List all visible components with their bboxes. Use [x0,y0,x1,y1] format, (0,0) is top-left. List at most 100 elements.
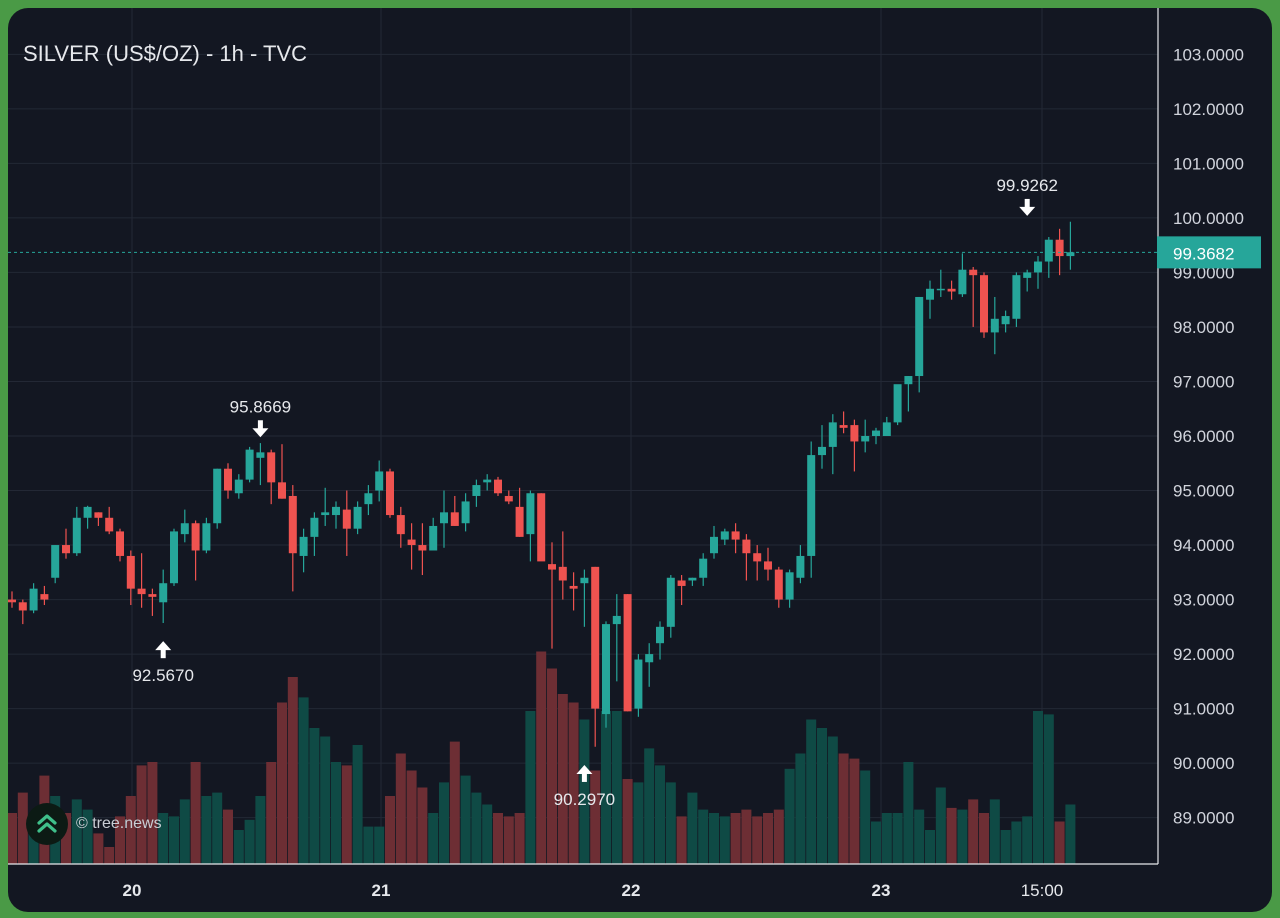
x-tick-label: 22 [622,881,641,900]
arrow-down-icon [1019,206,1036,216]
volume-bar [428,813,439,864]
y-tick-label: 96.0000 [1173,427,1234,446]
volume-bar [374,826,385,864]
volume-bar [320,736,331,864]
y-tick-label: 102.0000 [1173,100,1244,119]
volume-bar [341,765,352,864]
volume-bar [806,719,817,864]
annotation-label: 90.2970 [554,790,615,809]
volume-bar [169,816,179,864]
volume-bar [871,821,881,864]
arrow-down-icon [257,420,263,430]
volume-bar [547,668,557,864]
candle-body [936,288,945,291]
candle-body [872,430,880,436]
candle-body [591,566,600,709]
price-chart[interactable]: 103.0000102.0000101.0000100.000099.00009… [8,8,1272,912]
volume-bar [968,799,979,864]
candle-body [818,446,826,456]
volume-bar [82,809,93,864]
volume-bar [568,702,579,864]
candle-body [699,558,708,578]
candle-body [267,452,276,483]
y-tick-label: 90.0000 [1173,754,1234,773]
candle-body [245,449,254,480]
candle-body [602,624,610,715]
volume-bar [1022,816,1033,864]
volume-bar [503,816,514,864]
volume-bar [881,813,892,864]
volume-bar [676,816,687,864]
volume-bar [244,819,255,864]
candle-body [375,471,384,491]
candle-body [429,525,438,551]
candle-body [731,531,740,540]
volume-bar [892,813,903,864]
volume-bar [8,813,17,864]
volume-bar [525,711,536,864]
volume-bar [309,728,320,864]
volume-bar [655,765,665,864]
candle-body [1055,239,1064,257]
volume-bar [957,809,968,864]
volume-bar [784,768,795,864]
candle-body [1023,272,1032,278]
y-tick-label: 93.0000 [1173,591,1234,610]
volume-bar [601,711,611,864]
candle-body [753,553,762,562]
candle-body [116,531,124,556]
candle-body [828,422,837,447]
volume-bar [406,770,417,864]
candle-body [51,545,60,578]
candle-body [213,468,222,524]
volume-bar [557,694,568,864]
volume-bar [439,782,449,864]
volume-bar [460,775,471,864]
volume-bar [331,762,341,864]
volume-bar [1043,714,1054,864]
volume-bar [719,816,730,864]
candle-body [893,384,902,423]
y-tick-label: 94.0000 [1173,536,1234,555]
candle-body [62,545,70,554]
candle-body [990,318,999,333]
candle-body [202,523,211,551]
volume-bar [115,816,125,864]
candle-body [785,572,794,600]
candle-body [796,555,805,578]
candle-body [742,539,751,554]
candle-body [137,588,146,595]
candle-body [353,506,362,529]
candle-body [537,493,546,562]
volume-bar [277,702,287,864]
candle-body [710,536,718,554]
candle-body [1001,316,1010,325]
volume-bar [1011,821,1022,864]
candle-body [29,588,38,611]
volume-bar [514,813,525,864]
candle-body [1034,261,1042,273]
volume-bar [860,770,871,864]
volume-bar [903,762,914,864]
candle-body [904,376,913,385]
candle-body [656,626,664,644]
volume-bar [201,796,212,864]
volume-bar [698,809,709,864]
candle-body [569,585,578,589]
volume-bar [17,792,28,864]
volume-bar [363,826,374,864]
candle-body [310,517,319,537]
annotation-label: 92.5670 [132,666,193,685]
candle-body [1066,252,1075,257]
volume-bar [730,813,741,864]
y-tick-label: 91.0000 [1173,700,1234,719]
volume-bar [611,711,622,864]
volume-bar [298,697,309,864]
candle-body [645,654,654,663]
candle-body [83,506,92,518]
candle-body [839,425,848,428]
volume-bar [61,813,71,864]
volume-bar [536,651,547,864]
candle-body [191,523,200,551]
candle-body [396,515,405,535]
